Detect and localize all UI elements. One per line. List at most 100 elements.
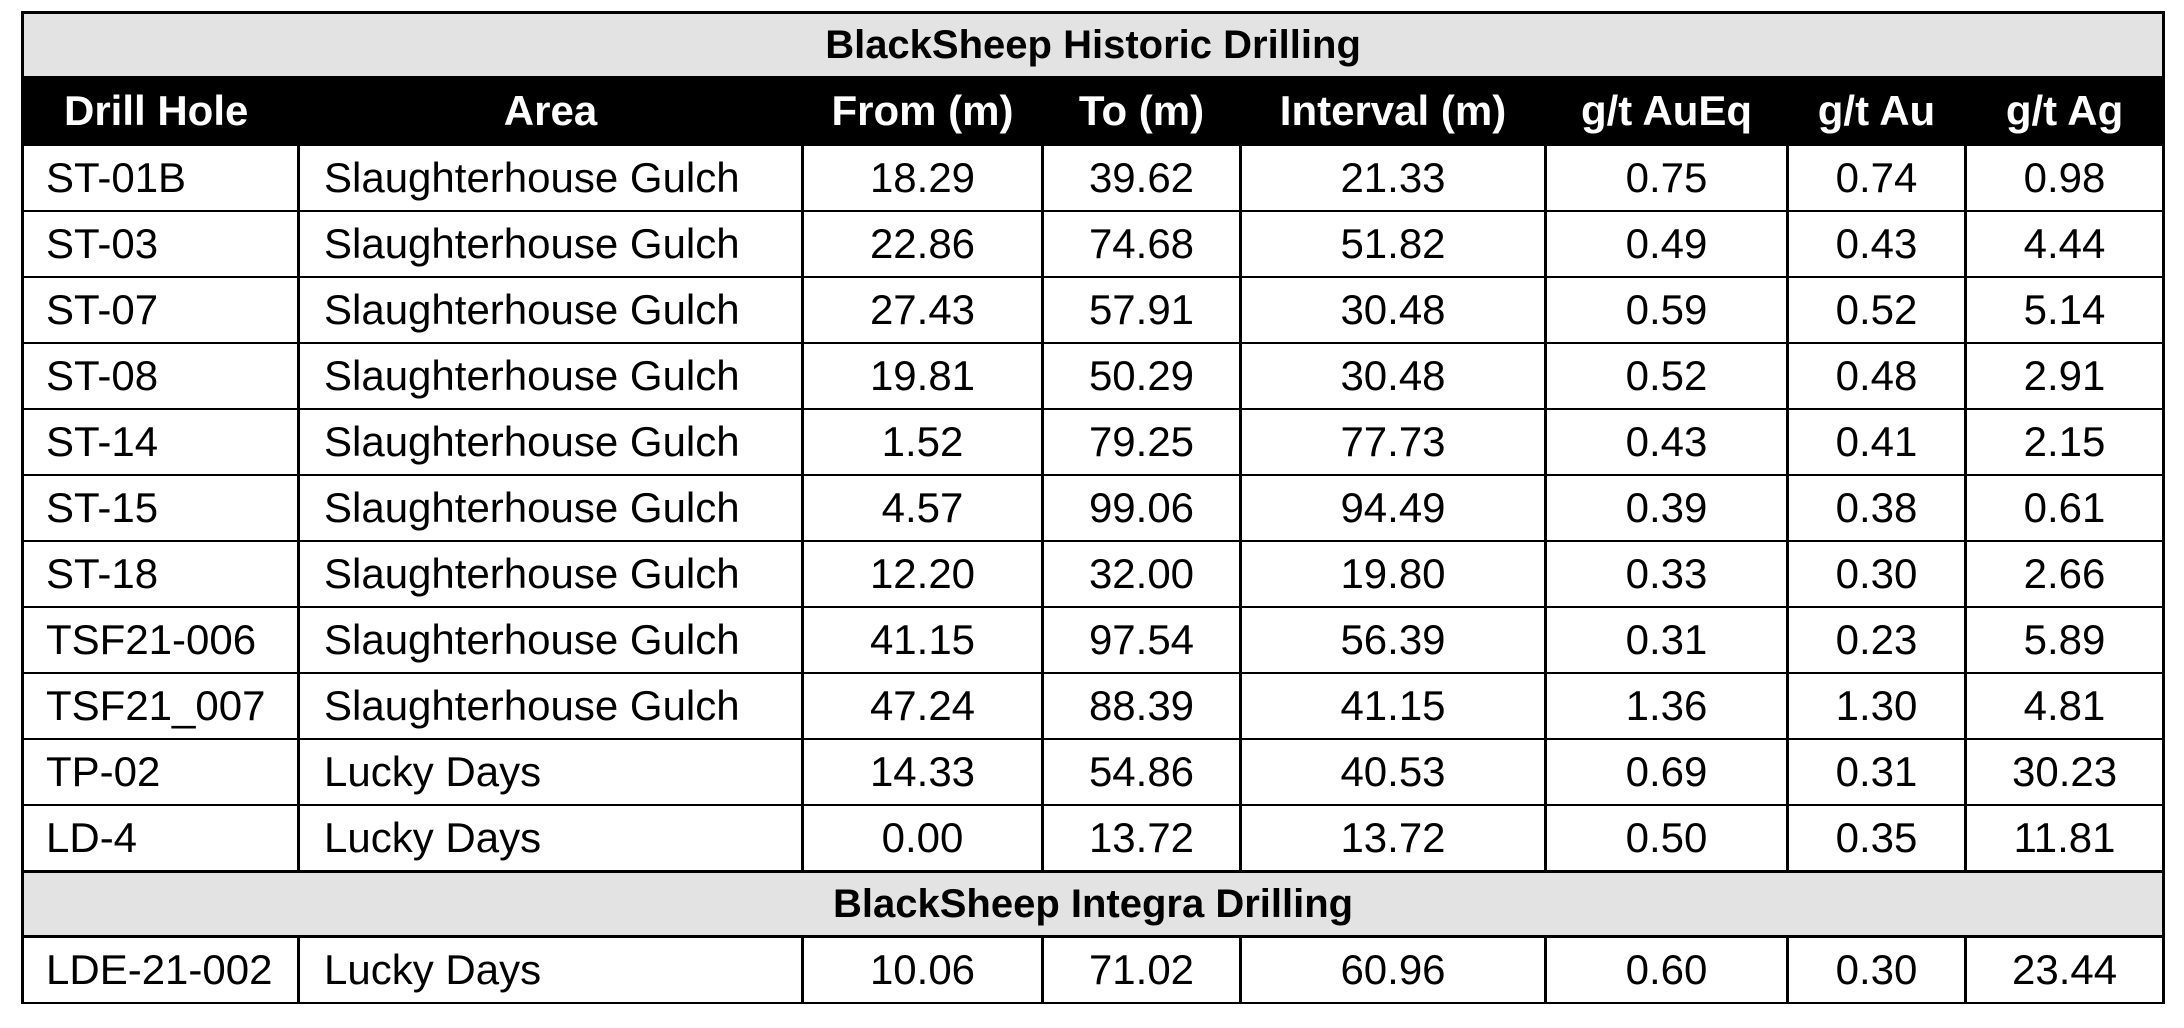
cell-area: Lucky Days	[297, 738, 804, 806]
cell-area: Slaughterhouse Gulch	[297, 474, 804, 542]
cell-from: 1.52	[801, 408, 1044, 476]
cell-ag: 30.23	[1964, 738, 2166, 806]
cell-auEq: 0.43	[1544, 408, 1789, 476]
cell-auEq: 0.50	[1544, 804, 1789, 873]
table-row: LDE-21-002 Lucky Days 10.06 71.02 60.96 0.60 0…	[21, 935, 2166, 1004]
cell-auEq: 0.33	[1544, 540, 1789, 608]
table-row: ST-03 Slaughterhouse Gulch 22.86 74.68 51.82…	[21, 210, 2166, 278]
cell-from: 22.86	[801, 210, 1044, 278]
cell-auEq: 0.75	[1544, 143, 1789, 212]
col-header-interval: Interval (m)	[1239, 76, 1547, 146]
col-header-drill-hole: Drill Hole	[21, 76, 300, 146]
cell-to: 54.86	[1041, 738, 1242, 806]
cell-drill-hole: ST-03	[21, 210, 300, 278]
cell-ag: 0.98	[1964, 143, 2166, 212]
table-row: TP-02 Lucky Days 14.33 54.86 40.53 0.69 0.31 30…	[21, 738, 2166, 806]
cell-to: 88.39	[1041, 672, 1242, 740]
cell-interval: 51.82	[1239, 210, 1547, 278]
cell-from: 18.29	[801, 143, 1044, 212]
cell-to: 71.02	[1041, 935, 1242, 1004]
cell-area: Slaughterhouse Gulch	[297, 408, 804, 476]
cell-from: 12.20	[801, 540, 1044, 608]
col-header-to: To (m)	[1041, 76, 1242, 146]
cell-au: 0.48	[1786, 342, 1967, 410]
cell-au: 0.30	[1786, 540, 1967, 608]
cell-from: 19.81	[801, 342, 1044, 410]
cell-ag: 2.66	[1964, 540, 2166, 608]
cell-au: 0.38	[1786, 474, 1967, 542]
table-row: ST-15 Slaughterhouse Gulch 4.57 99.06 94.49 0…	[21, 474, 2166, 542]
table-row: ST-07 Slaughterhouse Gulch 27.43 57.91 30.48…	[21, 276, 2166, 344]
cell-area: Slaughterhouse Gulch	[297, 540, 804, 608]
cell-drill-hole: TSF21_007	[21, 672, 300, 740]
cell-from: 27.43	[801, 276, 1044, 344]
historic-section-title: BlackSheep Historic Drilling	[20, 11, 2166, 79]
cell-interval: 56.39	[1239, 606, 1547, 674]
cell-au: 0.31	[1786, 738, 1967, 806]
cell-area: Slaughterhouse Gulch	[297, 606, 804, 674]
cell-auEq: 1.36	[1544, 672, 1789, 740]
cell-ag: 0.61	[1964, 474, 2166, 542]
cell-interval: 41.15	[1239, 672, 1547, 740]
cell-drill-hole: ST-18	[21, 540, 300, 608]
cell-auEq: 0.60	[1544, 935, 1789, 1004]
cell-from: 47.24	[801, 672, 1044, 740]
cell-to: 13.72	[1041, 804, 1242, 873]
cell-interval: 21.33	[1239, 143, 1547, 212]
cell-from: 0.00	[801, 804, 1044, 873]
integra-section-title: BlackSheep Integra Drilling	[20, 870, 2166, 938]
cell-interval: 94.49	[1239, 474, 1547, 542]
cell-area: Slaughterhouse Gulch	[297, 143, 804, 212]
cell-ag: 11.81	[1964, 804, 2166, 873]
drilling-table-container: BlackSheep Historic Drilling Drill Hole …	[20, 11, 2166, 1004]
cell-interval: 13.72	[1239, 804, 1547, 873]
integra-section-header: BlackSheep Integra Drilling	[20, 870, 2166, 938]
cell-interval: 30.48	[1239, 342, 1547, 410]
cell-ag: 23.44	[1964, 935, 2166, 1004]
cell-from: 41.15	[801, 606, 1044, 674]
cell-ag: 4.81	[1964, 672, 2166, 740]
cell-au: 0.41	[1786, 408, 1967, 476]
cell-drill-hole: LDE-21-002	[21, 935, 300, 1004]
cell-area: Slaughterhouse Gulch	[297, 672, 804, 740]
cell-to: 32.00	[1041, 540, 1242, 608]
table-row: ST-18 Slaughterhouse Gulch 12.20 32.00 19.80…	[21, 540, 2166, 608]
table-row: ST-01B Slaughterhouse Gulch 18.29 39.62 21.3…	[21, 143, 2166, 212]
cell-au: 0.43	[1786, 210, 1967, 278]
cell-auEq: 0.39	[1544, 474, 1789, 542]
column-header-row: Drill Hole Area From (m) To (m) Interval…	[21, 76, 2166, 146]
col-header-from: From (m)	[801, 76, 1044, 146]
cell-ag: 5.14	[1964, 276, 2166, 344]
cell-from: 14.33	[801, 738, 1044, 806]
cell-to: 97.54	[1041, 606, 1242, 674]
cell-au: 0.74	[1786, 143, 1967, 212]
cell-drill-hole: TP-02	[21, 738, 300, 806]
cell-auEq: 0.52	[1544, 342, 1789, 410]
cell-ag: 5.89	[1964, 606, 2166, 674]
cell-drill-hole: ST-08	[21, 342, 300, 410]
col-header-ag: g/t Ag	[1963, 76, 2166, 146]
cell-interval: 40.53	[1239, 738, 1547, 806]
cell-to: 50.29	[1041, 342, 1242, 410]
cell-au: 0.23	[1786, 606, 1967, 674]
table-row: TSF21-006 Slaughterhouse Gulch 41.15 97.54 5…	[21, 606, 2166, 674]
cell-to: 79.25	[1041, 408, 1242, 476]
table-row: TSF21_007 Slaughterhouse Gulch 47.24 88.39 4…	[21, 672, 2166, 740]
cell-area: Slaughterhouse Gulch	[297, 342, 804, 410]
cell-interval: 77.73	[1239, 408, 1547, 476]
cell-auEq: 0.59	[1544, 276, 1789, 344]
col-header-au: g/t Au	[1786, 76, 1967, 146]
table-row: ST-14 Slaughterhouse Gulch 1.52 79.25 77.73 0…	[21, 408, 2166, 476]
cell-drill-hole: ST-07	[21, 276, 300, 344]
cell-interval: 19.80	[1239, 540, 1547, 608]
cell-au: 1.30	[1786, 672, 1967, 740]
table-body: BlackSheep Historic Drilling Drill Hole …	[20, 11, 2166, 1004]
cell-drill-hole: ST-15	[21, 474, 300, 542]
cell-area: Lucky Days	[297, 804, 804, 873]
cell-au: 0.52	[1786, 276, 1967, 344]
cell-to: 39.62	[1041, 143, 1242, 212]
cell-from: 10.06	[801, 935, 1044, 1004]
cell-area: Lucky Days	[297, 935, 804, 1004]
cell-auEq: 0.69	[1544, 738, 1789, 806]
cell-interval: 60.96	[1239, 935, 1547, 1004]
